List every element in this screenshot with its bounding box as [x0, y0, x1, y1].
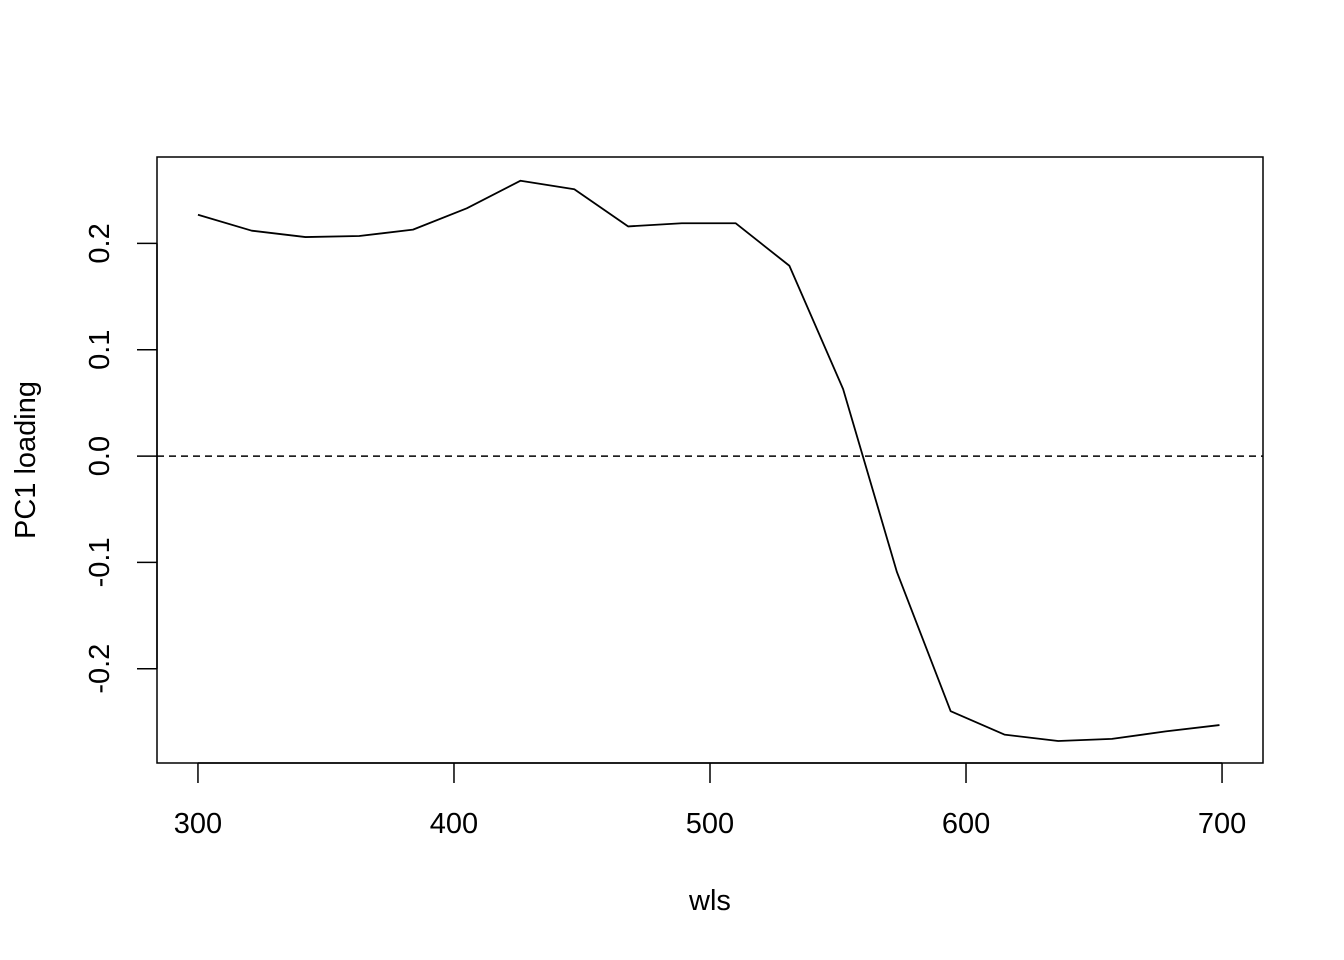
y-tick-label: 0.2	[84, 223, 116, 263]
x-tick-label: 600	[942, 808, 990, 840]
y-tick-label: -0.1	[84, 537, 116, 587]
plot-frame	[156, 156, 1264, 764]
x-tick-label: 400	[430, 808, 478, 840]
y-tick-label: -0.2	[84, 644, 116, 694]
y-axis-title: PC1 loading	[10, 381, 42, 539]
data-series	[197, 179, 1220, 742]
x-axis-title: wls	[688, 885, 731, 917]
series-line-1	[197, 179, 1220, 742]
y-tick-label: 0.0	[84, 436, 116, 476]
y-tick-label: 0.1	[84, 330, 116, 370]
x-axis: 300 400 500 600 700	[174, 762, 1246, 840]
y-axis: -0.2 -0.1 0.0 0.1 0.2	[84, 223, 158, 694]
x-tick-label: 300	[174, 808, 222, 840]
x-tick-label: 500	[686, 808, 734, 840]
x-tick-label: 700	[1198, 808, 1246, 840]
